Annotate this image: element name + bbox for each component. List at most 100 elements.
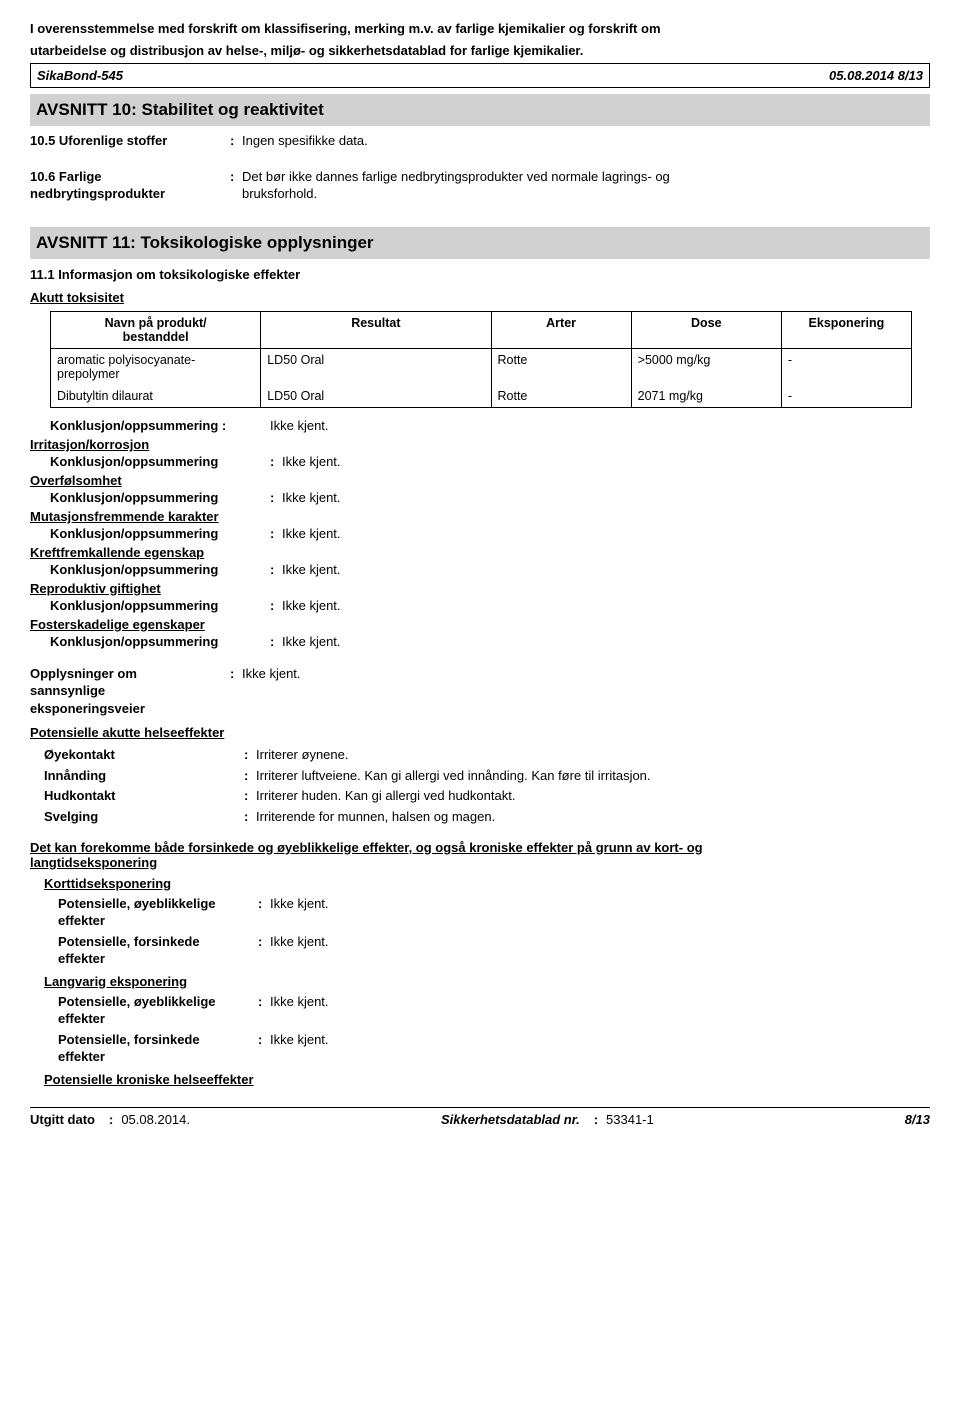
toxicity-table: Navn på produkt/ bestanddel Resultat Art… (50, 311, 912, 408)
sec10-row1-key: 10.5 Uforenlige stoffer (30, 132, 230, 150)
sec10-row2-key: 10.6 Farlige nedbrytingsprodukter (30, 168, 230, 203)
effect-val: Ikke kjent. (270, 1031, 930, 1066)
conclusion-group-label: Kreftfremkallende egenskap (30, 545, 930, 560)
sec10-row2-val-l2: bruksforhold. (242, 185, 930, 203)
page-footer: Utgitt dato : 05.08.2014. Sikkerhetsdata… (30, 1108, 930, 1131)
footer-mid: Sikkerhetsdatablad nr. : 53341-1 (441, 1112, 654, 1127)
colon: : (230, 132, 242, 150)
acute-effects-heading: Potensielle akutte helseeffekter (30, 725, 930, 740)
effect-key: Potensielle, øyeblikkelige effekter (58, 993, 258, 1028)
acute-effect-key: Innånding (44, 767, 244, 785)
table-row: aromatic polyisocyanate- prepolymer LD50… (51, 348, 912, 385)
th-name: Navn på produkt/ bestanddel (51, 311, 261, 348)
conclusion-key: Konklusjon/oppsummering (50, 490, 270, 505)
exposure-routes-val: Ikke kjent. (242, 665, 930, 718)
table-header-row: Navn på produkt/ bestanddel Resultat Art… (51, 311, 912, 348)
short-term-heading: Korttidseksponering (44, 876, 930, 891)
effect-key: Potensielle, øyeblikkelige effekter (58, 895, 258, 930)
cell-dose: >5000 mg/kg (631, 348, 781, 385)
footer-left: Utgitt dato : 05.08.2014. (30, 1112, 190, 1127)
conclusion-key: Konklusjon/oppsummering (50, 634, 270, 649)
date-page: 05.08.2014 8/13 (829, 68, 923, 83)
cell-exposure: - (781, 348, 911, 385)
acute-toxicity-heading: Akutt toksisitet (30, 290, 930, 305)
conclusion-val: Ikke kjent. (282, 598, 341, 613)
effect-key: Potensielle, forsinkede effekter (58, 1031, 258, 1066)
table-row: Dibutyltin dilaurat LD50 Oral Rotte 2071… (51, 385, 912, 408)
sec11-sub1: 11.1 Informasjon om toksikologiske effek… (30, 267, 930, 282)
acute-effect-val: Irriterer huden. Kan gi allergi ved hudk… (256, 787, 930, 805)
colon: : (230, 168, 242, 203)
conclusion-key: Konklusjon/oppsummering (50, 454, 270, 469)
exposure-routes-row: Opplysninger om sannsynlige eksponerings… (30, 665, 930, 718)
cell-species: Rotte (491, 348, 631, 385)
sec10-row2-val: Det bør ikke dannes farlige nedbrytingsp… (242, 168, 930, 203)
conclusion-val: Ikke kjent. (282, 526, 341, 541)
cell-exposure: - (781, 385, 911, 408)
conclusion-key: Konklusjon/oppsummering : (50, 418, 270, 433)
cell-name: aromatic polyisocyanate- prepolymer (51, 348, 261, 385)
effect-row: Potensielle, forsinkede effekter : Ikke … (58, 933, 930, 968)
conclusion-row: Konklusjon/oppsummering:Ikke kjent. (50, 598, 930, 613)
conclusion-row: Konklusjon/oppsummering:Ikke kjent. (50, 490, 930, 505)
th-dose: Dose (631, 311, 781, 348)
section-11-title: AVSNITT 11: Toksikologiske opplysninger (30, 227, 930, 259)
conclusion-row: Konklusjon/oppsummering:Ikke kjent. (50, 562, 930, 577)
conclusions-block: Konklusjon/oppsummering : Ikke kjent. (50, 418, 930, 433)
exposure-routes-key: Opplysninger om sannsynlige eksponerings… (30, 665, 230, 718)
acute-effect-row: Hudkontakt:Irriterer huden. Kan gi aller… (44, 787, 930, 805)
cell-dose: 2071 mg/kg (631, 385, 781, 408)
conclusion-val: Ikke kjent. (282, 562, 341, 577)
cell-species: Rotte (491, 385, 631, 408)
effect-val: Ikke kjent. (270, 895, 930, 930)
effect-row: Potensielle, øyeblikkelige effekter : Ik… (58, 895, 930, 930)
acute-effect-key: Hudkontakt (44, 787, 244, 805)
th-species: Arter (491, 311, 631, 348)
delayed-effects-heading: Det kan forekomme både forsinkede og øye… (30, 840, 930, 870)
conclusion-val: Ikke kjent. (282, 454, 341, 469)
colon: : (230, 665, 242, 718)
conclusion-key: Konklusjon/oppsummering (50, 598, 270, 613)
cell-result: LD50 Oral (261, 385, 491, 408)
conclusion-val: Ikke kjent. (282, 490, 341, 505)
footer-mid-label: Sikkerhetsdatablad nr. (441, 1112, 580, 1127)
conclusion-val: Ikke kjent. (270, 418, 329, 433)
conclusion-group-label: Mutasjonsfremmende karakter (30, 509, 930, 524)
footer-left-label: Utgitt dato (30, 1112, 95, 1127)
effect-row: Potensielle, øyeblikkelige effekter : Ik… (58, 993, 930, 1028)
intro-line-1: I overensstemmelse med forskrift om klas… (30, 20, 930, 38)
acute-effect-val: Irriterer øynene. (256, 746, 930, 764)
cell-name: Dibutyltin dilaurat (51, 385, 261, 408)
footer-right: 8/13 (905, 1112, 930, 1127)
effect-row: Potensielle, forsinkede effekter : Ikke … (58, 1031, 930, 1066)
th-exposure: Eksponering (781, 311, 911, 348)
effect-key: Potensielle, forsinkede effekter (58, 933, 258, 968)
sec10-row2-key-l1: 10.6 Farlige (30, 168, 230, 186)
conclusion-group-label: Fosterskadelige egenskaper (30, 617, 930, 632)
product-name: SikaBond-545 (37, 68, 123, 83)
conclusion-row: Konklusjon/oppsummering:Ikke kjent. (50, 526, 930, 541)
conclusion-key: Konklusjon/oppsummering (50, 526, 270, 541)
conclusion-group-label: Reproduktiv giftighet (30, 581, 930, 596)
acute-effect-row: Svelging:Irriterende for munnen, halsen … (44, 808, 930, 826)
long-term-heading: Langvarig eksponering (44, 974, 930, 989)
intro-line-2: utarbeidelse og distribusjon av helse-, … (30, 42, 930, 60)
acute-effect-val: Irriterer luftveiene. Kan gi allergi ved… (256, 767, 930, 785)
footer-left-val: 05.08.2014. (121, 1112, 190, 1127)
conclusion-val: Ikke kjent. (282, 634, 341, 649)
effect-val: Ikke kjent. (270, 933, 930, 968)
cell-result: LD50 Oral (261, 348, 491, 385)
conclusion-row: Konklusjon/oppsummering : Ikke kjent. (50, 418, 930, 433)
footer-mid-val: 53341-1 (606, 1112, 654, 1127)
acute-effect-row: Innånding:Irriterer luftveiene. Kan gi a… (44, 767, 930, 785)
conclusion-key: Konklusjon/oppsummering (50, 562, 270, 577)
sec10-row2-val-l1: Det bør ikke dannes farlige nedbrytingsp… (242, 168, 930, 186)
acute-effect-key: Øyekontakt (44, 746, 244, 764)
footer-page: 8/13 (905, 1112, 930, 1127)
acute-effect-row: Øyekontakt:Irriterer øynene. (44, 746, 930, 764)
doc-header: SikaBond-545 05.08.2014 8/13 (30, 63, 930, 88)
acute-effect-val: Irriterende for munnen, halsen og magen. (256, 808, 930, 826)
conclusion-row: Konklusjon/oppsummering:Ikke kjent. (50, 634, 930, 649)
conclusion-group-label: Irritasjon/korrosjon (30, 437, 930, 452)
acute-effect-key: Svelging (44, 808, 244, 826)
